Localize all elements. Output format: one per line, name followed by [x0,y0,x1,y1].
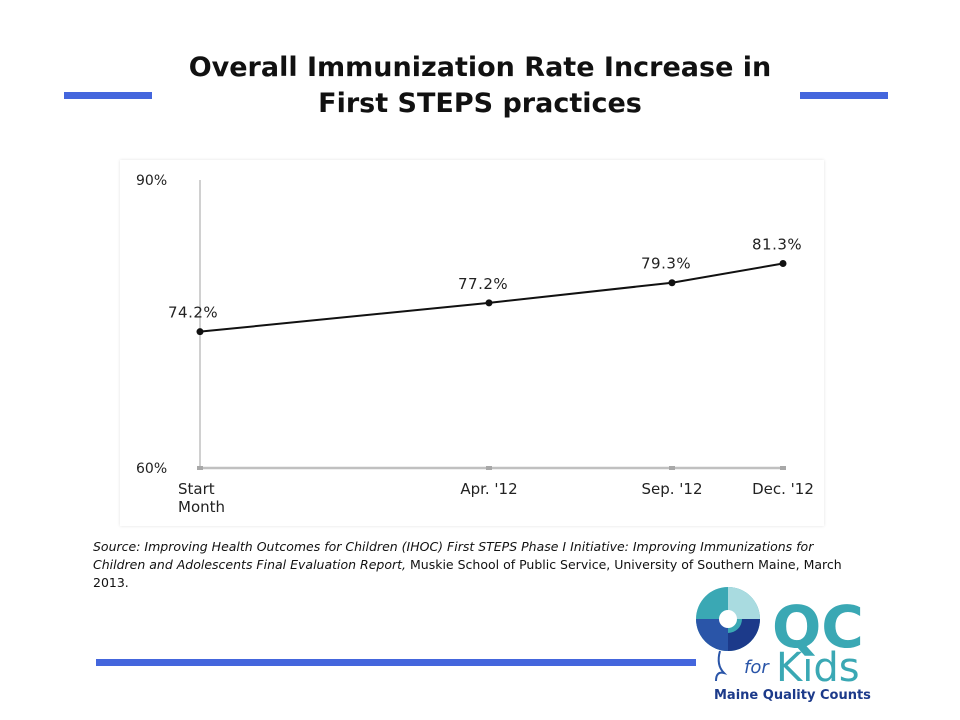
data-point-0 [196,328,204,336]
data-label-2: 79.3% [641,255,691,273]
x-tick-label-0: Start Month [178,480,225,516]
accent-bar-right [800,92,888,99]
logo-qc-text: QC [772,593,864,661]
data-point-1 [485,299,493,307]
series-line [199,262,784,333]
x-tick-label-3: Dec. '12 [752,480,814,498]
slide-title: Overall Immunization Rate Increase in Fi… [150,50,810,122]
x-tick-mark-1 [486,466,492,470]
data-point-3 [779,260,787,268]
immunization-line-chart: 60% 90% Start Month Apr. '12 Sep. '12 Dec. '12… [136,173,814,516]
x-tick-mark-2 [669,466,675,470]
y-tick-label-0: 60% [136,461,167,477]
chart-panel: 60% 90% Start Month Apr. '12 Sep. '12 Dec. '12… [120,160,824,526]
logo-for-text: for [744,657,770,678]
swirl-circle-icon [696,587,760,682]
accent-bar-left [64,92,152,99]
source-rest: Muskie School of Public Service, Univers… [93,557,842,590]
accent-bar-bottom [96,659,696,666]
data-label-0: 74.2% [168,304,218,322]
data-label-3: 81.3% [752,236,802,254]
data-point-2 [668,279,676,287]
x-tick-label-2: Sep. '12 [641,480,702,498]
data-label-1: 77.2% [458,275,508,293]
slide-title-line-1: Overall Immunization Rate Increase in [188,52,772,83]
slide-title-line-2: First STEPS practices [318,88,642,119]
logo-kids-text: Kids [776,645,860,691]
x-tick-mark-0 [197,466,203,470]
qc-for-kids-logo: QC for Kids Maine Quality Counts [696,587,871,703]
source-prefix: Source: Improving Health Outcomes for Ch… [93,539,814,572]
y-tick-label-1: 90% [136,173,167,189]
logo-tagline: Maine Quality Counts [714,688,871,703]
source-note: Source: Improving Health Outcomes for Ch… [93,538,853,592]
x-tick-mark-3 [780,466,786,470]
x-tick-label-1: Apr. '12 [460,480,517,498]
